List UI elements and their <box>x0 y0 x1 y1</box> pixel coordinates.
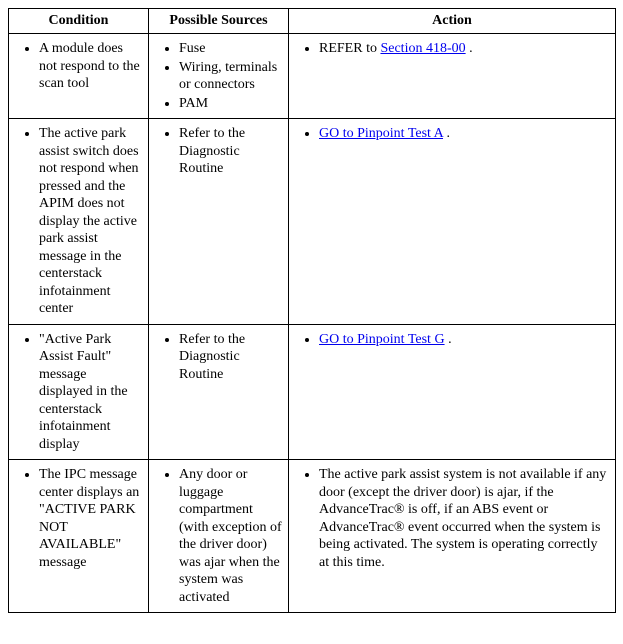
table-row: "Active Park Assist Fault" message displ… <box>9 324 616 460</box>
action-list: The active park assist system is not ava… <box>295 466 609 571</box>
action-item: GO to Pinpoint Test A . <box>319 125 609 143</box>
condition-list: A module does not respond to the scan to… <box>15 40 142 93</box>
action-list: GO to Pinpoint Test A . <box>295 125 609 143</box>
condition-item: The IPC message center displays an "ACTI… <box>39 466 142 571</box>
col-header-condition: Condition <box>9 9 149 34</box>
condition-cell: The active park assist switch does not r… <box>9 119 149 325</box>
sources-list: Refer to the Diagnostic Routine <box>155 125 282 178</box>
action-suffix: . <box>445 332 452 347</box>
condition-item: The active park assist switch does not r… <box>39 125 142 318</box>
action-link[interactable]: GO to Pinpoint Test A <box>319 126 443 141</box>
action-item: GO to Pinpoint Test G . <box>319 331 609 349</box>
sources-item: Refer to the Diagnostic Routine <box>179 331 282 384</box>
col-header-sources: Possible Sources <box>149 9 289 34</box>
table-body: A module does not respond to the scan to… <box>9 34 616 613</box>
condition-list: The active park assist switch does not r… <box>15 125 142 318</box>
condition-cell: A module does not respond to the scan to… <box>9 34 149 119</box>
diagnostic-table: Condition Possible Sources Action A modu… <box>8 8 616 613</box>
sources-item: PAM <box>179 95 282 113</box>
table-row: The active park assist switch does not r… <box>9 119 616 325</box>
col-header-action: Action <box>289 9 616 34</box>
action-link[interactable]: Section 418-00 <box>380 41 465 56</box>
sources-cell: Refer to the Diagnostic Routine <box>149 324 289 460</box>
table-header-row: Condition Possible Sources Action <box>9 9 616 34</box>
action-item: The active park assist system is not ava… <box>319 466 609 571</box>
condition-item: "Active Park Assist Fault" message displ… <box>39 331 142 454</box>
condition-list: The IPC message center displays an "ACTI… <box>15 466 142 571</box>
condition-cell: The IPC message center displays an "ACTI… <box>9 460 149 613</box>
action-item: REFER to Section 418-00 . <box>319 40 609 58</box>
action-list: GO to Pinpoint Test G . <box>295 331 609 349</box>
action-suffix: . <box>466 41 473 56</box>
action-cell: The active park assist system is not ava… <box>289 460 616 613</box>
action-cell: GO to Pinpoint Test G . <box>289 324 616 460</box>
table-row: A module does not respond to the scan to… <box>9 34 616 119</box>
sources-cell: FuseWiring, terminals or connectorsPAM <box>149 34 289 119</box>
action-link[interactable]: GO to Pinpoint Test G <box>319 332 445 347</box>
condition-cell: "Active Park Assist Fault" message displ… <box>9 324 149 460</box>
sources-list: Any door or luggage compartment (with ex… <box>155 466 282 606</box>
sources-cell: Any door or luggage compartment (with ex… <box>149 460 289 613</box>
condition-list: "Active Park Assist Fault" message displ… <box>15 331 142 454</box>
condition-item: A module does not respond to the scan to… <box>39 40 142 93</box>
table-row: The IPC message center displays an "ACTI… <box>9 460 616 613</box>
sources-cell: Refer to the Diagnostic Routine <box>149 119 289 325</box>
sources-item: Wiring, terminals or connectors <box>179 59 282 94</box>
action-suffix: . <box>443 126 450 141</box>
sources-item: Fuse <box>179 40 282 58</box>
sources-item: Any door or luggage compartment (with ex… <box>179 466 282 606</box>
sources-list: FuseWiring, terminals or connectorsPAM <box>155 40 282 112</box>
sources-item: Refer to the Diagnostic Routine <box>179 125 282 178</box>
action-cell: GO to Pinpoint Test A . <box>289 119 616 325</box>
action-cell: REFER to Section 418-00 . <box>289 34 616 119</box>
sources-list: Refer to the Diagnostic Routine <box>155 331 282 384</box>
action-list: REFER to Section 418-00 . <box>295 40 609 58</box>
action-prefix: REFER to <box>319 41 380 56</box>
